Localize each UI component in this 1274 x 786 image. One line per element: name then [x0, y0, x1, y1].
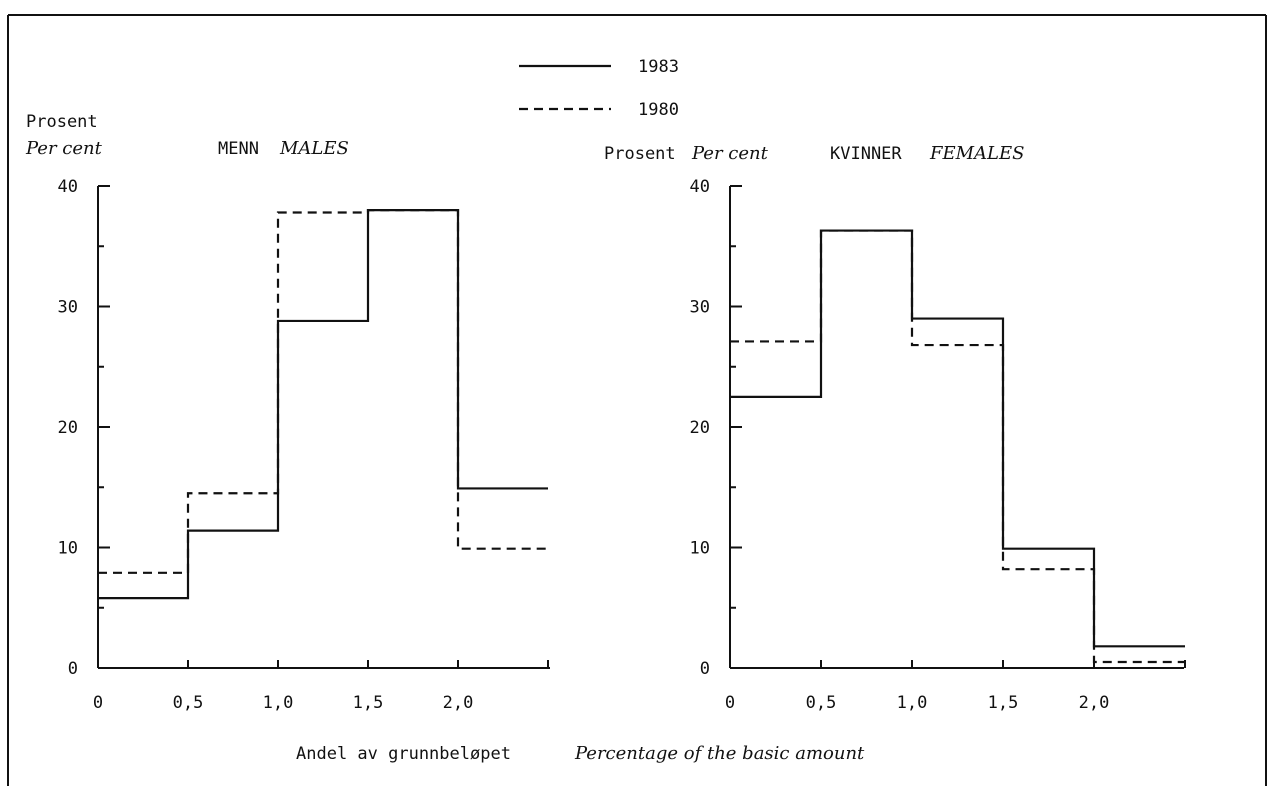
y-tick-label: 10 — [58, 539, 78, 559]
x-tick-label: 1,5 — [988, 693, 1019, 713]
right-ylabel: Prosent — [604, 144, 676, 164]
y-tick-label: 10 — [690, 539, 710, 559]
x-tick-label: 1,5 — [353, 693, 384, 713]
x-tick-label: 1,0 — [263, 693, 294, 713]
series-1983-line — [730, 229, 1185, 648]
left-title-english: MALES — [279, 138, 349, 159]
y-tick-label: 30 — [690, 298, 710, 318]
series-1980-line — [98, 209, 548, 574]
males-panel: 0 10 20 30 40 0 0,5 1,0 1,5 2,0 — [58, 177, 550, 713]
x-tick-label: 0,5 — [806, 693, 837, 713]
y-tick-label: 0 — [68, 659, 78, 679]
y-tick-label: 30 — [58, 298, 78, 318]
series-1980-line — [730, 229, 1185, 664]
x-tick-label: 0 — [725, 693, 735, 713]
right-title-english: FEMALES — [929, 143, 1024, 164]
legend-label-1980: 1980 — [638, 100, 679, 120]
left-title: MENN — [218, 139, 259, 159]
xlabel-norwegian: Andel av grunnbeløpet — [296, 744, 511, 764]
x-tick-label: 2,0 — [443, 693, 474, 713]
legend-label-1983: 1983 — [638, 57, 679, 77]
x-tick-label: 2,0 — [1079, 693, 1110, 713]
left-ylabel: Prosent — [26, 112, 98, 132]
right-title: KVINNER — [830, 144, 902, 164]
left-ylabel-english: Per cent — [25, 138, 103, 159]
females-panel: 0 10 20 30 40 0 0,5 1,0 1,5 2,0 — [690, 177, 1186, 713]
y-tick-label: 40 — [58, 177, 78, 197]
x-tick-label: 1,0 — [897, 693, 928, 713]
xlabel-english: Percentage of the basic amount — [574, 743, 865, 764]
y-tick-label: 40 — [690, 177, 710, 197]
y-tick-label: 0 — [700, 659, 710, 679]
y-tick-label: 20 — [58, 418, 78, 438]
y-tick-label: 20 — [690, 418, 710, 438]
x-tick-label: 0 — [93, 693, 103, 713]
right-ylabel-english: Per cent — [691, 143, 769, 164]
series-1983-line — [98, 209, 548, 600]
x-tick-label: 0,5 — [173, 693, 204, 713]
legend: 1983 1980 — [519, 57, 679, 120]
